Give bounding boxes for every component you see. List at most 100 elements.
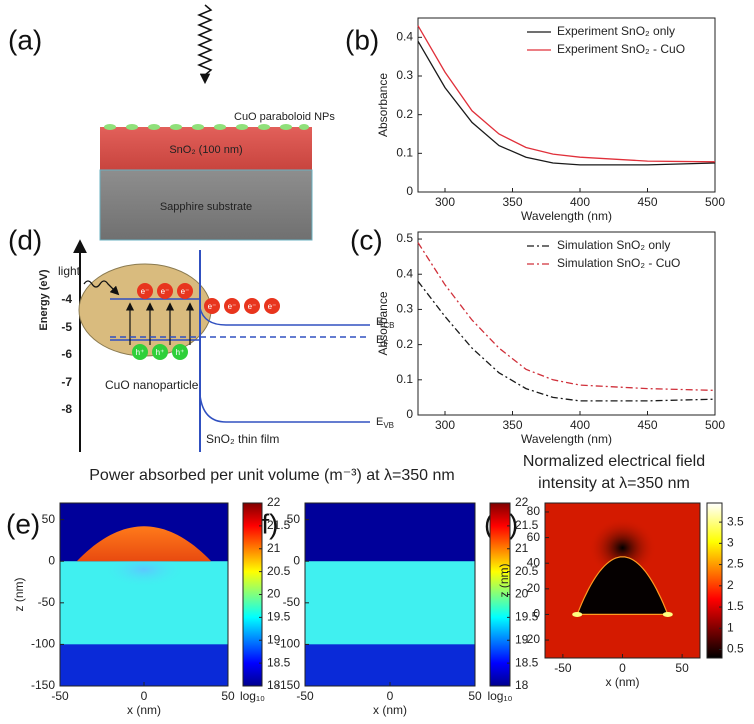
- level-label: EF: [376, 334, 388, 348]
- x-tick-label: 50: [468, 689, 482, 703]
- legend-label: Experiment SnO₂ only: [557, 24, 675, 38]
- colorbar-tick-label: 2: [727, 578, 734, 592]
- colorbar: [706, 502, 723, 659]
- colorbar-tick-label: 1.5: [727, 599, 744, 613]
- level-label: VB: [383, 421, 394, 430]
- carrier: [177, 283, 193, 299]
- light-squiggle: [83, 280, 120, 296]
- hotspot: [572, 611, 583, 617]
- carrier-label: h⁺: [136, 348, 145, 357]
- substrate: [99, 169, 313, 241]
- x-tick-label: 50: [221, 689, 235, 703]
- colorbar-tick-label: 21.5: [267, 518, 291, 532]
- particle-field: [76, 526, 212, 562]
- x-tick-label: 500: [705, 418, 725, 432]
- figure-title: Normalized electrical field: [523, 453, 705, 470]
- colorbar-tick-label: 19: [515, 632, 529, 646]
- y-tick-label: 50: [42, 512, 56, 526]
- y-tick-label: 0.5: [396, 231, 413, 245]
- x-axis-label: x (nm): [606, 675, 640, 689]
- y-tick-label: -150: [31, 678, 55, 692]
- carrier-label: e⁻: [141, 287, 150, 296]
- particle: [78, 263, 212, 357]
- carrier: [264, 298, 280, 314]
- y-tick-label: -20: [523, 632, 541, 646]
- y-tick-label: 0.3: [396, 302, 413, 316]
- y-tick-label: 0.1: [396, 372, 413, 386]
- colorbar-tick-label: 21: [267, 541, 281, 555]
- np-label: CuO paraboloid NPs: [234, 111, 335, 123]
- line-chart: 300 350 400 450 500 0 0.1 0.2 0.3 0.4 Wavelength (…: [376, 17, 725, 223]
- y-tick-label: 0: [293, 553, 300, 567]
- carrier: [152, 344, 168, 360]
- level-label: EVB: [376, 416, 394, 430]
- panel-label: (b): [345, 24, 379, 55]
- layer-label: SnO₂ (100 nm): [169, 144, 242, 156]
- field-shadow: [588, 517, 657, 578]
- colorbar-tick-label: 20.5: [515, 564, 539, 578]
- colorbar-tick-label: 18: [267, 678, 281, 692]
- legend-label: Experiment SnO₂ - CuO: [557, 42, 685, 56]
- heatmap: -50 0 50 -150 -100 -50 0 50 x (nm) 18 18.5 19 19.5 20…: [276, 495, 539, 717]
- series-line: [417, 280, 716, 402]
- level-label: E: [376, 316, 383, 328]
- nanoparticles: [104, 124, 309, 130]
- x-tick-label: 300: [435, 195, 455, 209]
- level-label: E: [376, 334, 383, 346]
- y-tick-label: 0: [533, 607, 540, 621]
- x-tick-label: 400: [570, 195, 590, 209]
- x-tick-label: 0: [141, 689, 148, 703]
- y-tick-label: 80: [527, 504, 541, 518]
- x-tick-label: 450: [637, 195, 657, 209]
- y-tick-label: 0: [48, 553, 55, 567]
- carrier-label: h⁺: [156, 348, 165, 357]
- ecb-line: [199, 307, 370, 326]
- colorbar-tick-label: 21: [515, 541, 529, 555]
- field-film: [305, 561, 475, 645]
- y-tick-label: 0.1: [396, 146, 413, 160]
- panel-label: (d): [8, 224, 42, 255]
- film-label: SnO₂ thin film: [206, 432, 279, 446]
- x-tick-label: 500: [705, 195, 725, 209]
- legend-label: Simulation SnO₂ - CuO: [557, 256, 680, 270]
- x-tick-label: 0: [387, 689, 394, 703]
- carriers: e⁻ e⁻ e⁻ e⁻ e⁻ e⁻ e⁻ h⁺ h⁺ h⁺: [132, 283, 280, 360]
- colorbar-tick-label: 20: [267, 587, 281, 601]
- colorbar-tick-label: 20: [515, 587, 529, 601]
- field: [305, 503, 475, 686]
- y-axis-label: Absorbance: [376, 73, 390, 137]
- y-axis-label: Absorbance: [376, 291, 390, 355]
- hotspot: [662, 611, 673, 617]
- carrier: [244, 298, 260, 314]
- y-tick-label: 60: [527, 530, 541, 544]
- x-axis-label: x (nm): [373, 703, 407, 717]
- panel-label: (c): [350, 224, 383, 255]
- carrier: [157, 283, 173, 299]
- carrier-label: e⁻: [181, 287, 190, 296]
- carrier: [204, 298, 220, 314]
- x-tick-label: -50: [296, 689, 314, 703]
- substrate-label: Sapphire substrate: [160, 201, 252, 213]
- sno2-layer: [100, 127, 312, 170]
- x-tick-label: 300: [435, 418, 455, 432]
- carrier: [224, 298, 240, 314]
- y-tick-label: 0.4: [396, 30, 413, 44]
- x-tick-label: 0: [619, 661, 626, 675]
- x-tick-label: 450: [637, 418, 657, 432]
- energy-tick: -5: [61, 320, 72, 334]
- colorbar-tick-label: 18.5: [267, 655, 291, 669]
- colorbar-tick-label: 18.5: [515, 655, 539, 669]
- light-label: light: [58, 264, 81, 278]
- x-tick-label: 350: [502, 418, 522, 432]
- y-tick-label: -50: [283, 595, 301, 609]
- field: [60, 503, 228, 686]
- legend-label: Simulation SnO₂ only: [557, 238, 670, 252]
- x-axis-label: Wavelength (nm): [521, 209, 612, 223]
- level-label: F: [383, 339, 388, 348]
- light-arrow: [197, 4, 213, 85]
- figure-title: intensity at λ=350 nm: [538, 475, 690, 492]
- y-tick-label: 0.2: [396, 107, 413, 121]
- carrier-label: e⁻: [208, 302, 217, 311]
- colorbar-tick-label: 3.5: [727, 514, 744, 528]
